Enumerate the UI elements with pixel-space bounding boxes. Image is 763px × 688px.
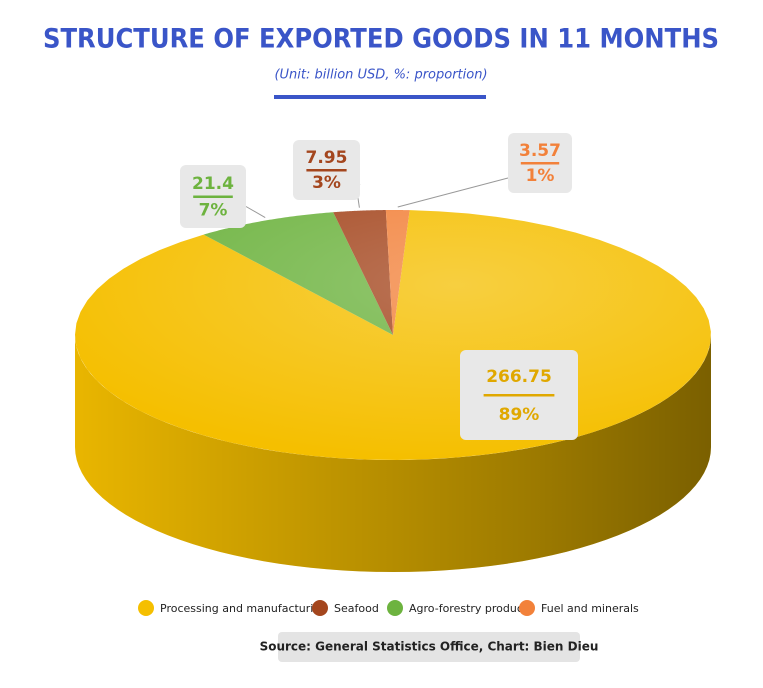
leader-line bbox=[245, 206, 266, 218]
legend-swatch bbox=[387, 600, 403, 616]
percent-label: 7% bbox=[199, 200, 228, 220]
label-divider bbox=[520, 162, 560, 165]
legend-label: Fuel and minerals bbox=[541, 602, 639, 615]
leader-line bbox=[397, 177, 509, 208]
label-divider bbox=[483, 394, 555, 397]
label-divider bbox=[306, 169, 347, 172]
legend-label: Agro-forestry products bbox=[409, 602, 533, 615]
pie bbox=[75, 210, 711, 572]
source: Source: General Statistics Office, Chart… bbox=[260, 640, 599, 654]
value-label: 7.95 bbox=[306, 148, 348, 168]
chart-subtitle: (Unit: billion USD, %: proportion) bbox=[274, 68, 487, 83]
legend-label: Seafood bbox=[334, 602, 379, 615]
percent-label: 3% bbox=[312, 173, 341, 193]
percent-label: 1% bbox=[526, 166, 555, 186]
value-label: 21.4 bbox=[192, 174, 234, 194]
percent-label: 89% bbox=[499, 405, 540, 425]
legend-swatch bbox=[312, 600, 328, 616]
legend-swatch bbox=[138, 600, 154, 616]
labels: 266.75 89% 7.95 3% 21.4 7% 3.57 1% bbox=[180, 133, 578, 440]
label-divider bbox=[193, 195, 233, 198]
value-label: 266.75 bbox=[486, 367, 552, 387]
slice-side-shade bbox=[75, 335, 711, 572]
legend-swatch bbox=[519, 600, 535, 616]
title-underline bbox=[274, 95, 486, 99]
chart-title: STRUCTURE OF EXPORTED GOODS IN 11 MONTHS bbox=[43, 24, 719, 55]
source-box bbox=[278, 632, 580, 662]
legend: Processing and manufacturing Seafood Agro-… bbox=[138, 600, 639, 616]
legend-label: Processing and manufacturing bbox=[160, 602, 327, 615]
pie-shine bbox=[75, 210, 711, 460]
value-label: 3.57 bbox=[519, 141, 561, 161]
